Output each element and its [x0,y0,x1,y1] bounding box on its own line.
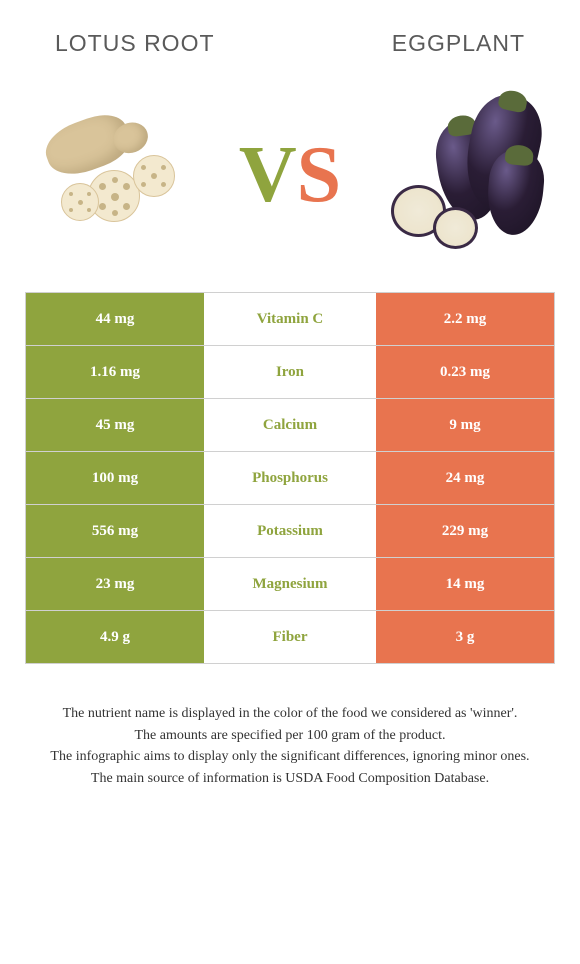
right-value: 2.2 mg [376,293,554,345]
nutrient-label: Iron [204,346,376,398]
nutrient-label: Vitamin C [204,293,376,345]
table-row: 100 mgPhosphorus24 mg [26,452,554,505]
right-value: 24 mg [376,452,554,504]
right-food-title: EGGPLANT [392,30,525,57]
nutrient-label: Fiber [204,611,376,663]
table-row: 45 mgCalcium9 mg [26,399,554,452]
eggplant-image [380,87,555,262]
left-value: 100 mg [26,452,204,504]
left-food-title: LOTUS ROOT [55,30,215,57]
left-value: 556 mg [26,505,204,557]
left-value: 23 mg [26,558,204,610]
vs-s: S [297,131,342,219]
left-value: 45 mg [26,399,204,451]
right-value: 14 mg [376,558,554,610]
footer-line: The infographic aims to display only the… [30,747,550,767]
table-row: 44 mgVitamin C2.2 mg [26,293,554,346]
right-value: 9 mg [376,399,554,451]
footer-notes: The nutrient name is displayed in the co… [0,704,580,790]
nutrient-label: Calcium [204,399,376,451]
nutrient-label: Magnesium [204,558,376,610]
table-row: 1.16 mgIron0.23 mg [26,346,554,399]
nutrient-table: 44 mgVitamin C2.2 mg1.16 mgIron0.23 mg45… [25,292,555,664]
table-row: 23 mgMagnesium14 mg [26,558,554,611]
vs-v: V [239,131,297,219]
nutrient-label: Phosphorus [204,452,376,504]
table-row: 556 mgPotassium229 mg [26,505,554,558]
left-value: 4.9 g [26,611,204,663]
hero-row: VS [0,77,580,292]
right-value: 3 g [376,611,554,663]
nutrient-label: Potassium [204,505,376,557]
header: LOTUS ROOT EGGPLANT [0,0,580,77]
footer-line: The nutrient name is displayed in the co… [30,704,550,724]
footer-line: The main source of information is USDA F… [30,769,550,789]
left-value: 44 mg [26,293,204,345]
table-row: 4.9 gFiber3 g [26,611,554,664]
left-value: 1.16 mg [26,346,204,398]
lotus-root-image [25,87,200,262]
footer-line: The amounts are specified per 100 gram o… [30,726,550,746]
vs-label: VS [239,135,341,215]
right-value: 229 mg [376,505,554,557]
right-value: 0.23 mg [376,346,554,398]
